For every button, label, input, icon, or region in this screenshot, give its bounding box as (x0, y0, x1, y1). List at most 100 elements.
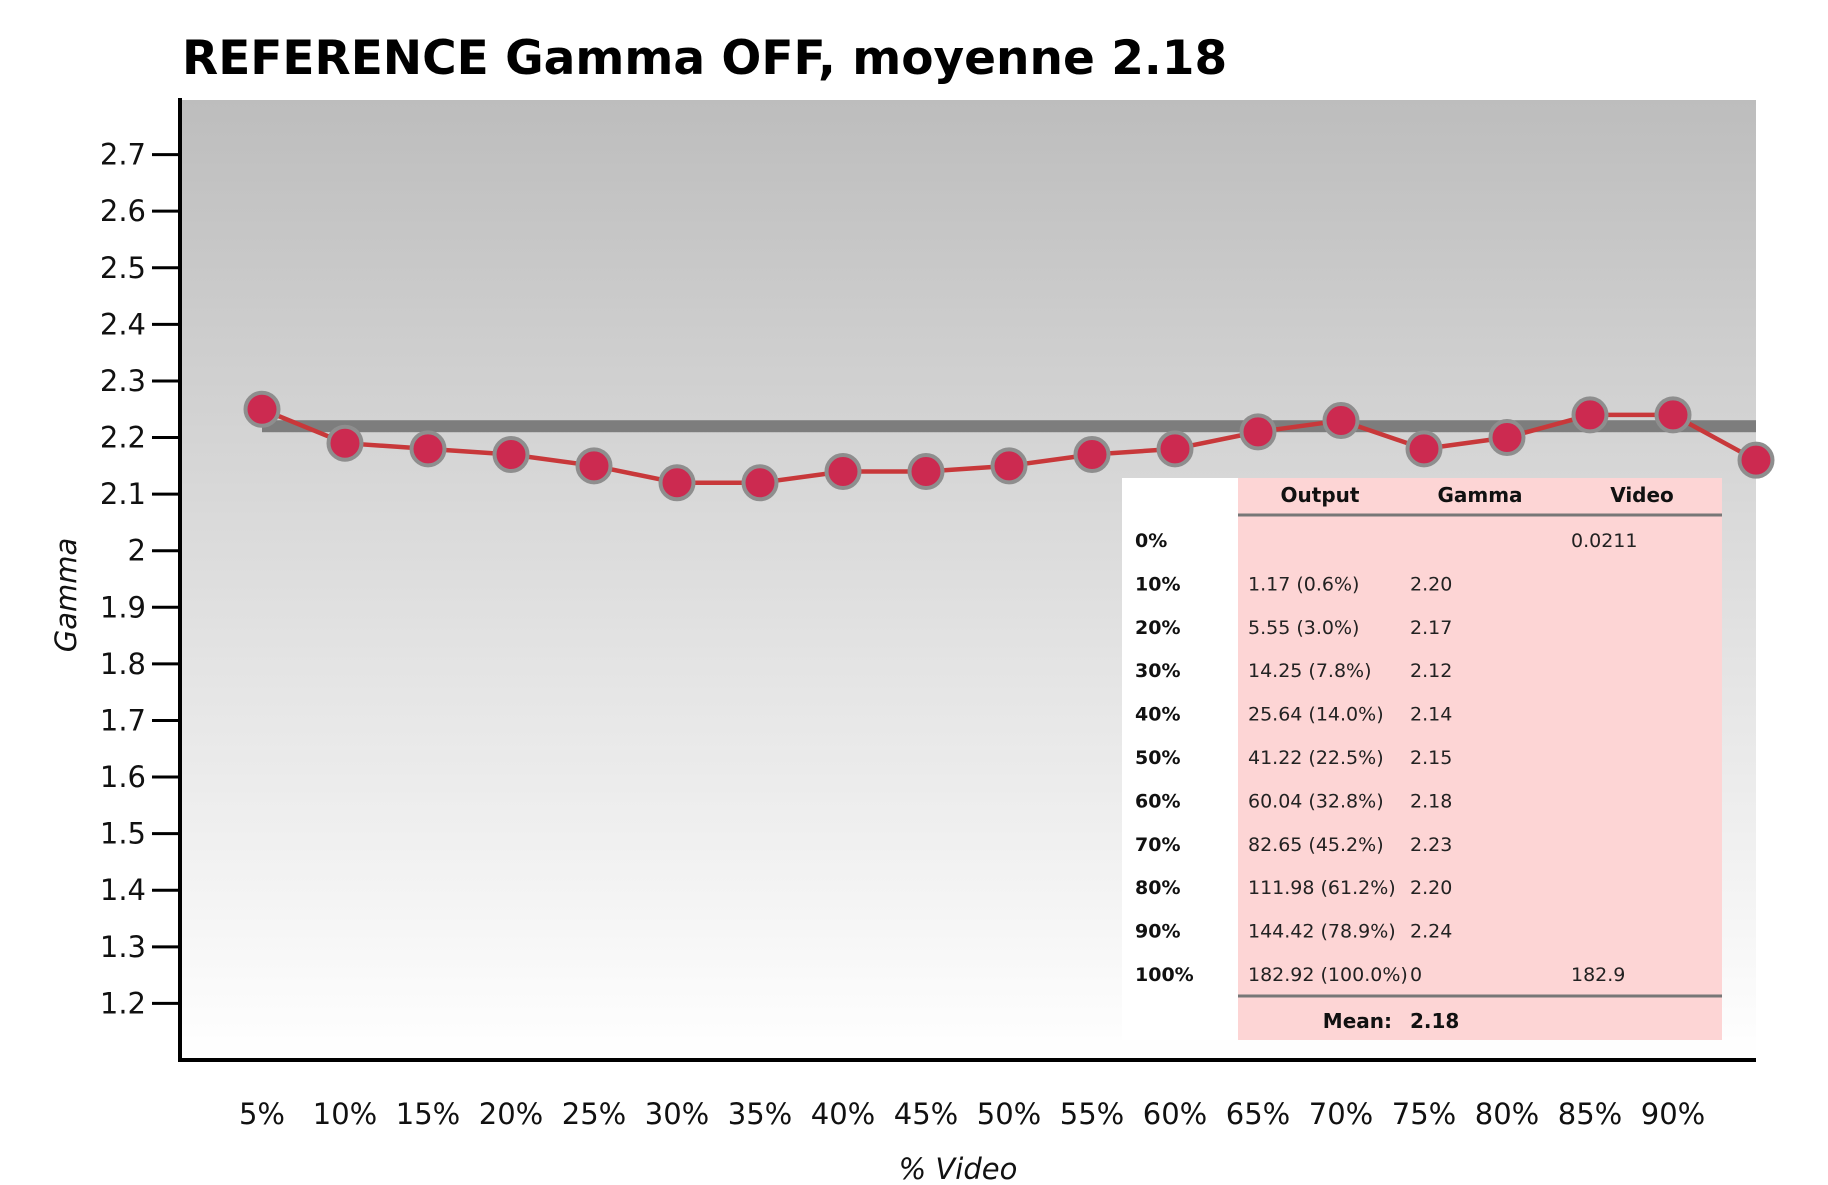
table-cell-gamma: 2.12 (1410, 660, 1452, 682)
y-tick-label: 1.4 (100, 873, 146, 907)
gamma-point (1156, 430, 1194, 468)
y-tick-label: 2.3 (100, 364, 146, 398)
y-tick-label: 1.2 (100, 986, 146, 1020)
y-tick-label: 1.7 (100, 703, 146, 737)
x-tick-label: 70% (1309, 1097, 1373, 1131)
table-cell-output: 14.25 (7.8%) (1248, 660, 1372, 682)
x-tick-label: 80% (1475, 1097, 1539, 1131)
y-tick-label: 2.6 (100, 194, 146, 228)
gamma-point (741, 464, 779, 502)
table-highlight (1238, 478, 1722, 1040)
table-row-label: 50% (1135, 747, 1180, 769)
y-tick-label: 2 (128, 534, 146, 568)
table-row-label: 90% (1135, 921, 1180, 943)
gamma-point (907, 452, 945, 490)
table-row-label: 20% (1135, 617, 1180, 639)
data-table: Output Gamma Video 0% 0.0211 10% 1.17 (0.6%) 2.… (1122, 478, 1722, 1040)
table-mean-value: 2.18 (1410, 1009, 1459, 1033)
table-row-label: 40% (1135, 704, 1180, 726)
table-row-label: 0% (1135, 530, 1167, 552)
x-tick-label: 45% (894, 1097, 958, 1131)
table-cell-gamma: 2.20 (1410, 877, 1452, 899)
table-row-label: 70% (1135, 834, 1180, 856)
gamma-point (492, 436, 530, 474)
y-tick-label: 2.7 (100, 138, 146, 172)
y-tick-label: 2.2 (100, 421, 146, 455)
x-tick-label: 15% (396, 1097, 460, 1131)
gamma-point (1571, 396, 1609, 434)
table-cell-gamma: 2.23 (1410, 834, 1452, 856)
table-cell-gamma: 2.24 (1410, 921, 1452, 943)
gamma-point (1405, 430, 1443, 468)
x-tick-label: 50% (977, 1097, 1041, 1131)
x-tick-label: 10% (313, 1097, 377, 1131)
gamma-point (243, 390, 281, 428)
gamma-point (824, 452, 862, 490)
y-tick-label: 1.6 (100, 760, 146, 794)
table-row-label: 80% (1135, 877, 1180, 899)
x-tick-label: 55% (1060, 1097, 1124, 1131)
x-tick-label: 30% (645, 1097, 709, 1131)
target-gamma-layer (262, 420, 1756, 433)
y-tick-label: 2.1 (100, 477, 146, 511)
y-tick-label: 1.5 (100, 817, 146, 851)
x-tick-label: 60% (1143, 1097, 1207, 1131)
x-tick-label: 40% (811, 1097, 875, 1131)
gamma-point (1654, 396, 1692, 434)
table-cell-output: 111.98 (61.2%) (1248, 877, 1396, 899)
x-axis-ticks: 5% 10% 15% 20% 25% 30% 35% 40% 45% 50% 55% 60% 65% 70… (239, 1097, 1705, 1131)
table-cell-output: 1.17 (0.6%) (1248, 573, 1359, 595)
y-tick-label: 2.4 (100, 307, 146, 341)
table-cell-gamma: 2.18 (1410, 790, 1452, 812)
y-tick-label: 2.5 (100, 251, 146, 285)
gamma-point (1239, 413, 1277, 451)
x-tick-label: 85% (1558, 1097, 1622, 1131)
table-header: Video (1610, 483, 1674, 507)
x-tick-label: 20% (479, 1097, 543, 1131)
y-tick-label: 1.9 (100, 590, 146, 624)
y-tick-label: 1.8 (100, 647, 146, 681)
x-tick-label: 75% (1392, 1097, 1456, 1131)
table-cell-video: 182.9 (1571, 964, 1625, 986)
gamma-point (1488, 419, 1526, 457)
table-cell-gamma: 2.15 (1410, 747, 1452, 769)
table-cell-output: 5.55 (3.0%) (1248, 617, 1359, 639)
gamma-point (326, 424, 364, 462)
table-cell-output: 41.22 (22.5%) (1248, 747, 1384, 769)
table-row-label: 100% (1135, 964, 1194, 986)
table-header: Gamma (1437, 483, 1522, 507)
table-mean-label: Mean: (1323, 1009, 1392, 1033)
target-gamma-line (262, 420, 1756, 433)
table-cell-gamma: 2.17 (1410, 617, 1452, 639)
gamma-point (409, 430, 447, 468)
table-row-label: 30% (1135, 660, 1180, 682)
x-tick-label: 5% (239, 1097, 285, 1131)
x-tick-label: 25% (562, 1097, 626, 1131)
gamma-point (658, 464, 696, 502)
table-cell-output: 60.04 (32.8%) (1248, 790, 1384, 812)
table-row-label: 10% (1135, 573, 1180, 595)
x-axis-title: % Video (899, 1152, 1018, 1185)
gamma-point (1322, 402, 1360, 440)
table-cell-gamma: 2.14 (1410, 704, 1452, 726)
chart-title: REFERENCE Gamma OFF, moyenne 2.18 (182, 31, 1227, 86)
x-tick-label: 35% (728, 1097, 792, 1131)
gamma-point (575, 447, 613, 485)
table-cell-video: 0.0211 (1571, 530, 1637, 552)
gamma-point (990, 447, 1028, 485)
table-cell-gamma: 2.20 (1410, 573, 1452, 595)
table-cell-output: 144.42 (78.9%) (1248, 921, 1396, 943)
x-tick-label: 65% (1226, 1097, 1290, 1131)
series-layer (243, 390, 1775, 502)
y-axis-ticks: 1.2 1.3 1.4 1.5 1.6 1.7 1.8 1.9 2 2.1 2.2 2.3 2.4 2.5… (100, 138, 180, 1020)
table-cell-output: 25.64 (14.0%) (1248, 704, 1384, 726)
x-tick-label: 90% (1641, 1097, 1705, 1131)
y-axis-title: Gamma (49, 538, 83, 653)
table-cell-gamma: 0 (1410, 964, 1422, 986)
y-tick-label: 1.3 (100, 930, 146, 964)
table-row-label: 60% (1135, 790, 1180, 812)
gamma-point (1073, 436, 1111, 474)
table-cell-output: 82.65 (45.2%) (1248, 834, 1384, 856)
table-header: Output (1281, 483, 1360, 507)
